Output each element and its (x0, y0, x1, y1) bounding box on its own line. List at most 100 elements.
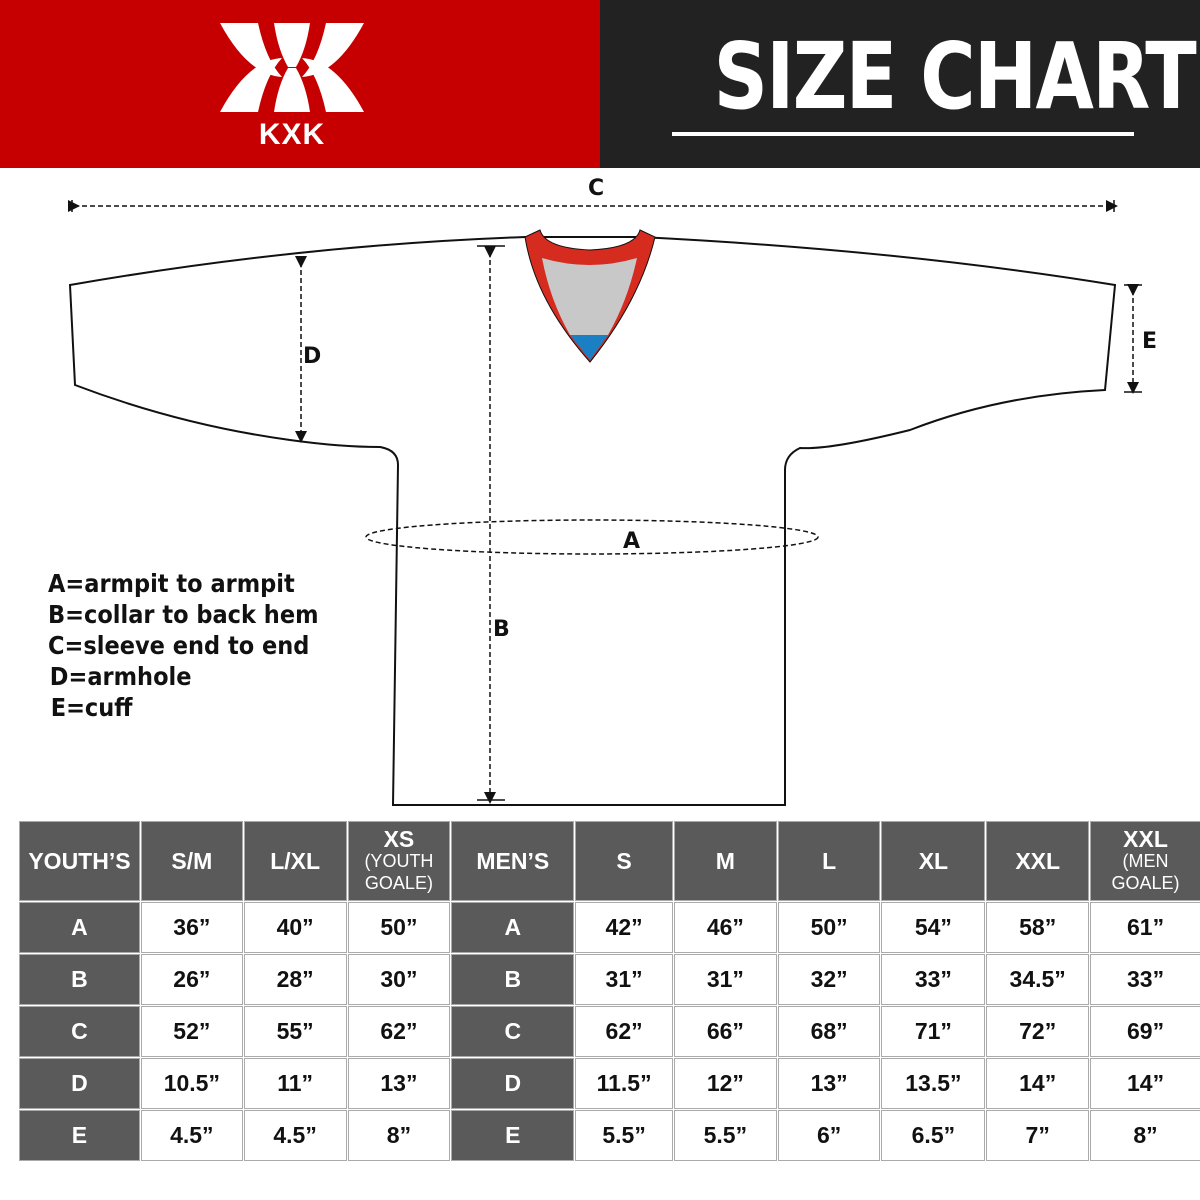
cell-text: S/M (171, 848, 213, 874)
value-cell: 13” (348, 1059, 450, 1108)
cell-text: MEN’S (476, 848, 550, 874)
label-d: D (303, 344, 322, 369)
value-cell: 11.5” (576, 1059, 672, 1108)
value-cell: 54” (882, 903, 985, 952)
cell-text: 7” (1025, 1122, 1050, 1148)
table-row: E 4.5” 4.5” 8” E 5.5” 5.5” 6” 6.5” 7” 8” (20, 1111, 1200, 1160)
jersey-diagram (68, 200, 1142, 806)
cell-text: 31” (605, 966, 643, 992)
cell-text: 68” (810, 1018, 848, 1044)
value-cell: 33” (1091, 955, 1200, 1004)
size-header: XL (882, 822, 985, 900)
cell-text: 14” (1019, 1070, 1057, 1096)
cell-text: 30” (380, 966, 418, 992)
value-cell: 62” (576, 1007, 672, 1056)
legend-item: C=sleeve end to end (48, 631, 310, 660)
cell-text: 72” (1019, 1018, 1057, 1044)
value-cell: 46” (675, 903, 776, 952)
size-header: XXL (987, 822, 1089, 900)
cell-text: 4.5” (273, 1122, 317, 1148)
cell-text: 55” (276, 1018, 314, 1044)
value-cell: 33” (882, 955, 985, 1004)
row-key: A (20, 903, 139, 952)
value-cell: 50” (778, 903, 880, 952)
value-cell: 30” (348, 955, 450, 1004)
value-cell: 8” (1091, 1111, 1200, 1160)
value-cell: 61” (1091, 903, 1200, 952)
value-cell: 42” (576, 903, 672, 952)
cell-text: E (505, 1122, 521, 1148)
value-cell: 71” (882, 1007, 985, 1056)
cell-text: 69” (1127, 1018, 1165, 1044)
cell-text: 13” (810, 1070, 848, 1096)
cell-text: C (71, 1018, 88, 1044)
measurement-legend: A=armpit to armpit B=collar to back hem … (48, 568, 319, 723)
youth-header: YOUTH’S (20, 822, 139, 900)
value-cell: 36” (141, 903, 242, 952)
cell-text: 8” (386, 1122, 412, 1148)
value-cell: 66” (675, 1007, 776, 1056)
cell-text: 32” (810, 966, 848, 992)
cell-text: 71” (914, 1018, 952, 1044)
label-c: C (588, 176, 605, 201)
men-header: MEN’S (452, 822, 574, 900)
cell-text: XXL (1015, 848, 1061, 874)
cell-subtext: (YOUTH GOALE) (364, 851, 434, 893)
value-cell: 5.5” (675, 1111, 776, 1160)
cell-text: 12” (706, 1070, 744, 1096)
row-key: E (20, 1111, 139, 1160)
value-cell: 28” (244, 955, 346, 1004)
size-header: XS (YOUTH GOALE) (348, 822, 450, 900)
cell-text: A (504, 914, 522, 940)
value-cell: 4.5” (244, 1111, 346, 1160)
cell-text: B (504, 966, 522, 992)
cell-text: L/XL (270, 848, 321, 874)
cell-subtext: (MEN GOALE) (1111, 851, 1180, 893)
value-cell: 50” (348, 903, 450, 952)
cell-text: L (822, 848, 837, 874)
value-cell: 58” (987, 903, 1089, 952)
brand-name: KXK (258, 118, 326, 151)
cell-text: 52” (173, 1018, 211, 1044)
value-cell: 6” (778, 1111, 880, 1160)
value-cell: 34.5” (987, 955, 1089, 1004)
cell-text: YOUTH’S (28, 848, 131, 874)
table-row: A 36” 40” 50” A 42” 46” 50” 54” 58” 61” (20, 903, 1200, 952)
cell-text: 66” (706, 1018, 744, 1044)
table-row: B 26” 28” 30” B 31” 31” 32” 33” 34.5” 33” (20, 955, 1200, 1004)
value-cell: 32” (778, 955, 880, 1004)
kxk-logo-icon (220, 23, 364, 112)
label-b: B (493, 617, 510, 642)
value-cell: 4.5” (141, 1111, 242, 1160)
cell-text: 62” (380, 1018, 418, 1044)
row-key: E (452, 1111, 574, 1160)
table-row: C 52” 55” 62” C 62” 66” 68” 71” 72” 69” (20, 1007, 1200, 1056)
size-header: XXL (MEN GOALE) (1091, 822, 1200, 900)
cell-text: 28” (276, 966, 314, 992)
value-cell: 5.5” (576, 1111, 672, 1160)
cell-text: XL (918, 848, 949, 874)
cell-text: 42” (605, 914, 643, 940)
value-cell: 11” (244, 1059, 346, 1108)
cell-text: 5.5” (703, 1122, 748, 1148)
cell-text: 11.5” (596, 1070, 652, 1096)
cell-text: 58” (1019, 914, 1057, 940)
legend-item: D=armhole (49, 662, 192, 691)
title-underline (672, 132, 1134, 136)
cell-text: 54” (914, 914, 952, 940)
cell-text: 10.5” (163, 1070, 220, 1096)
measure-a (365, 519, 819, 555)
cell-text: 61” (1127, 914, 1165, 940)
cell-text: 11” (277, 1070, 314, 1096)
cell-text: 8” (1133, 1122, 1158, 1148)
row-key: B (452, 955, 574, 1004)
cell-text: D (504, 1070, 522, 1096)
value-cell: 68” (778, 1007, 880, 1056)
value-cell: 26” (141, 955, 242, 1004)
value-cell: 13” (778, 1059, 880, 1108)
cell-text: 50” (810, 914, 848, 940)
value-cell: 6.5” (882, 1111, 985, 1160)
size-header: L/XL (244, 822, 346, 900)
cell-text: 26” (173, 966, 211, 992)
row-key: C (452, 1007, 574, 1056)
